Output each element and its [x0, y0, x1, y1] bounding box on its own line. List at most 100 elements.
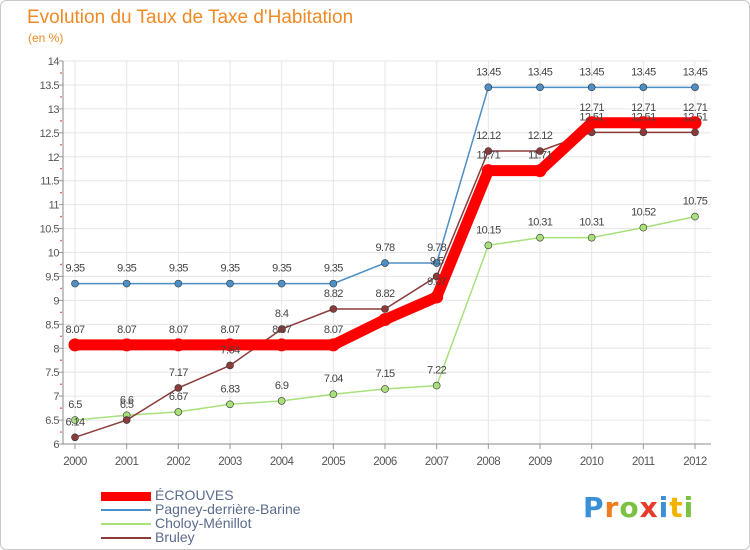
data-label: 9.5: [430, 255, 444, 267]
data-label: 13.45: [579, 66, 604, 78]
data-point-main: [585, 116, 599, 130]
y-minor-tick: [60, 143, 62, 146]
x-tick-label: 2000: [63, 456, 87, 468]
data-label: 8.07: [220, 324, 239, 336]
proxiti-logo: Proxiti: [583, 491, 694, 524]
data-point-2: [484, 241, 493, 250]
x-tick-label: 2007: [425, 456, 449, 468]
data-label: 13.45: [476, 66, 501, 78]
data-point-3: [71, 433, 79, 442]
data-point-1: [587, 83, 596, 92]
data-label: 11.71: [476, 150, 500, 162]
data-point-2: [536, 233, 544, 242]
data-point-1: [639, 83, 648, 92]
data-label: 10.15: [476, 224, 501, 236]
data-label: 7.15: [375, 368, 394, 380]
data-label: 7.04: [324, 373, 343, 385]
y-tick-label: 11: [49, 200, 60, 212]
legend-item: ÉCROUVES: [101, 487, 361, 503]
data-point-main: [688, 116, 702, 130]
logo-letter: t: [669, 491, 684, 524]
data-point-main: [120, 338, 134, 352]
y-tick-label: 7: [53, 391, 59, 403]
y-tick-label: 7.5: [45, 367, 59, 379]
logo-letter: P: [583, 491, 605, 524]
data-label: 6.5: [120, 399, 134, 411]
y-tick-label: 13.5: [40, 80, 60, 92]
data-label: 12.12: [476, 130, 501, 142]
data-point-main: [636, 116, 650, 130]
data-point-2: [639, 223, 648, 232]
y-minor-tick: [60, 335, 62, 338]
data-point-main: [171, 338, 185, 352]
data-point-main: [533, 164, 547, 178]
x-tick-label: 2008: [477, 456, 501, 468]
y-tick-label: 6: [53, 439, 59, 451]
y-tick-label: 14: [48, 56, 60, 68]
y-minor-tick: [60, 215, 62, 218]
y-tick-label: 8.5: [45, 319, 59, 331]
legend-swatch: [101, 523, 151, 525]
data-point-3: [639, 128, 648, 137]
data-label: 8.07: [65, 324, 84, 336]
data-point-3: [277, 325, 286, 333]
data-point-2: [691, 212, 699, 221]
data-label: 9.35: [117, 263, 136, 275]
data-point-1: [329, 279, 338, 288]
data-point-2: [226, 400, 234, 409]
data-point-2: [329, 390, 338, 399]
data-label: 9.35: [220, 263, 239, 275]
y-tick-label: 10: [48, 248, 60, 260]
y-minor-tick: [60, 72, 62, 74]
x-tick-label: 2002: [167, 456, 191, 468]
data-label: 11.71: [528, 150, 552, 162]
y-minor-tick: [60, 407, 62, 409]
data-point-3: [329, 305, 338, 313]
y-tick-label: 9.5: [45, 271, 59, 283]
data-label: 8.07: [117, 324, 136, 336]
y-tick-label: 8: [53, 343, 59, 355]
data-label: 6.14: [65, 416, 84, 428]
y-tick-label: 13: [48, 104, 60, 116]
data-point-3: [174, 384, 183, 392]
x-tick-label: 2001: [115, 456, 139, 468]
data-point-1: [432, 259, 441, 267]
data-label: 12.51: [631, 111, 656, 123]
data-point-2: [277, 397, 286, 405]
data-label: 8.4: [275, 308, 289, 320]
data-label: 7.17: [169, 367, 188, 379]
data-point-3: [691, 128, 699, 137]
y-tick-label: 12: [48, 152, 60, 164]
data-label: 9.35: [65, 263, 84, 275]
x-tick-label: 2012: [683, 456, 707, 468]
logo-letter: x: [639, 491, 659, 524]
y-minor-tick: [60, 167, 62, 170]
y-tick-label: 12.5: [40, 128, 60, 140]
data-label: 8.82: [324, 288, 343, 300]
data-label: 9.35: [272, 263, 291, 275]
data-point-2: [71, 416, 79, 424]
data-point-main: [275, 338, 289, 352]
data-point-3: [381, 305, 389, 313]
data-point-1: [122, 279, 131, 288]
data-label: 13.45: [528, 66, 553, 78]
data-label: 12.12: [528, 130, 553, 142]
data-point-1: [226, 279, 234, 288]
y-minor-tick: [60, 191, 62, 194]
data-label: 8.07: [169, 324, 188, 336]
logo-letter: o: [619, 491, 640, 524]
y-minor-tick: [60, 287, 62, 290]
legend-swatch: [101, 509, 151, 511]
y-minor-tick: [60, 311, 62, 314]
data-label: 10.52: [631, 207, 656, 219]
data-label: 7.64: [220, 344, 239, 356]
y-minor-tick: [60, 239, 62, 242]
y-minor-tick: [60, 96, 62, 98]
chart-title: Evolution du Taux de Taxe d'Habitation: [27, 7, 354, 28]
unit-label: (en %): [28, 31, 64, 45]
data-label: 10.75: [683, 196, 708, 208]
x-tick-label: 2003: [218, 456, 242, 468]
data-label: 12.71: [631, 102, 656, 114]
data-label: 8.07: [272, 324, 291, 336]
legend-label: Bruley: [155, 529, 195, 545]
